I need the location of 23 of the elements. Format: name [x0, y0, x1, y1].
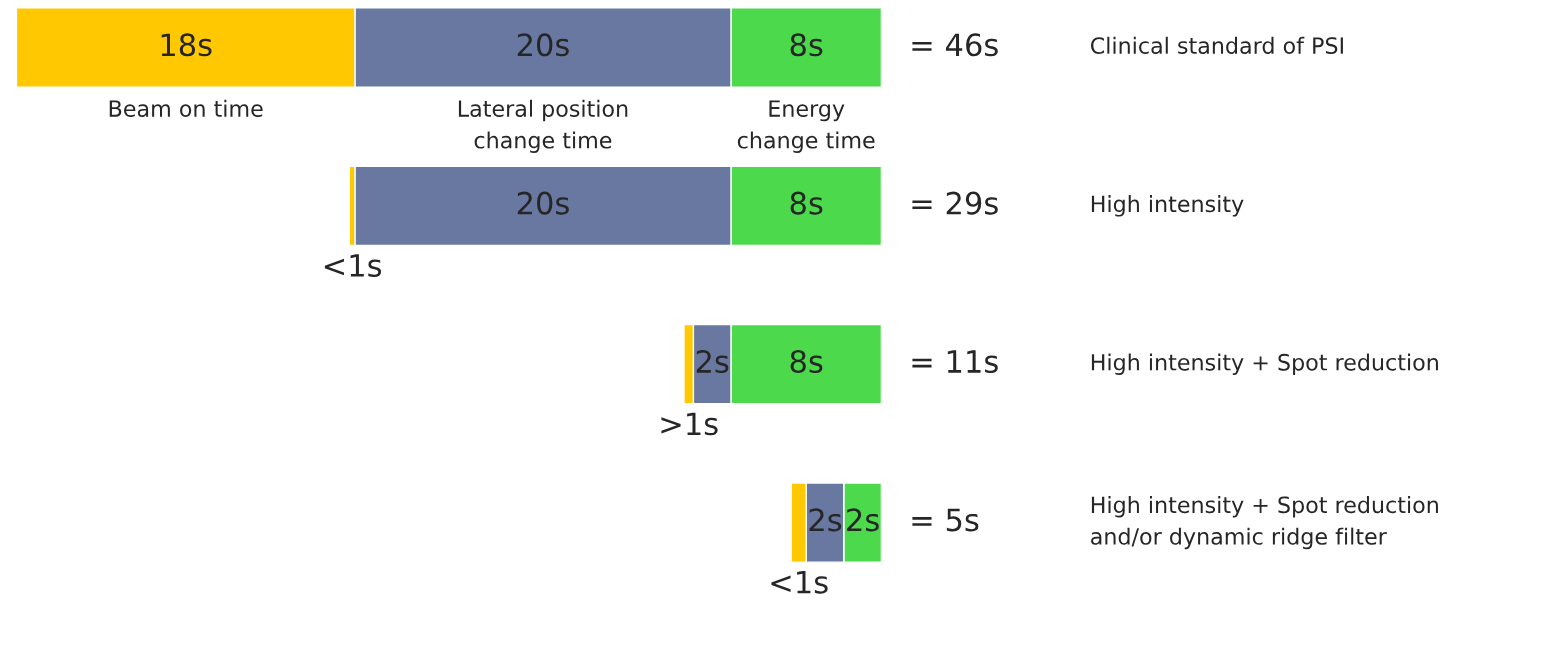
data-label: 18s [161, 33, 212, 57]
y-tick-label: High intensity + Spot reduction and/or dynamic ridge filter [1091, 496, 1438, 550]
data-label: <1s [324, 254, 382, 278]
y-tick-label: High intensity + Spot reduction [1091, 353, 1438, 375]
total-label: = 5s [912, 508, 979, 532]
data-label: <1s [771, 571, 828, 594]
y-tick-label: Clinical standard of PSI [1090, 36, 1343, 54]
series-label: Beam on time [109, 99, 263, 117]
total-label: = 11s [912, 350, 998, 374]
data-label: 2s [809, 508, 842, 532]
series-label: Energy change time [737, 100, 875, 153]
total-label: = 46s [912, 33, 998, 57]
data-label: >1s [661, 412, 718, 436]
y-tick-label: High intensity [1091, 195, 1244, 217]
data-label: 20s [517, 191, 569, 215]
data-label: 8s [790, 191, 823, 215]
total-label: = 29s [912, 191, 998, 215]
data-label: 8s [790, 349, 823, 374]
series-label: Lateral position change time [458, 99, 628, 153]
data-label: 20s [517, 33, 569, 57]
data-label: 2s [847, 508, 879, 532]
data-label: 2s [696, 349, 729, 374]
data-label: 8s [790, 33, 823, 57]
